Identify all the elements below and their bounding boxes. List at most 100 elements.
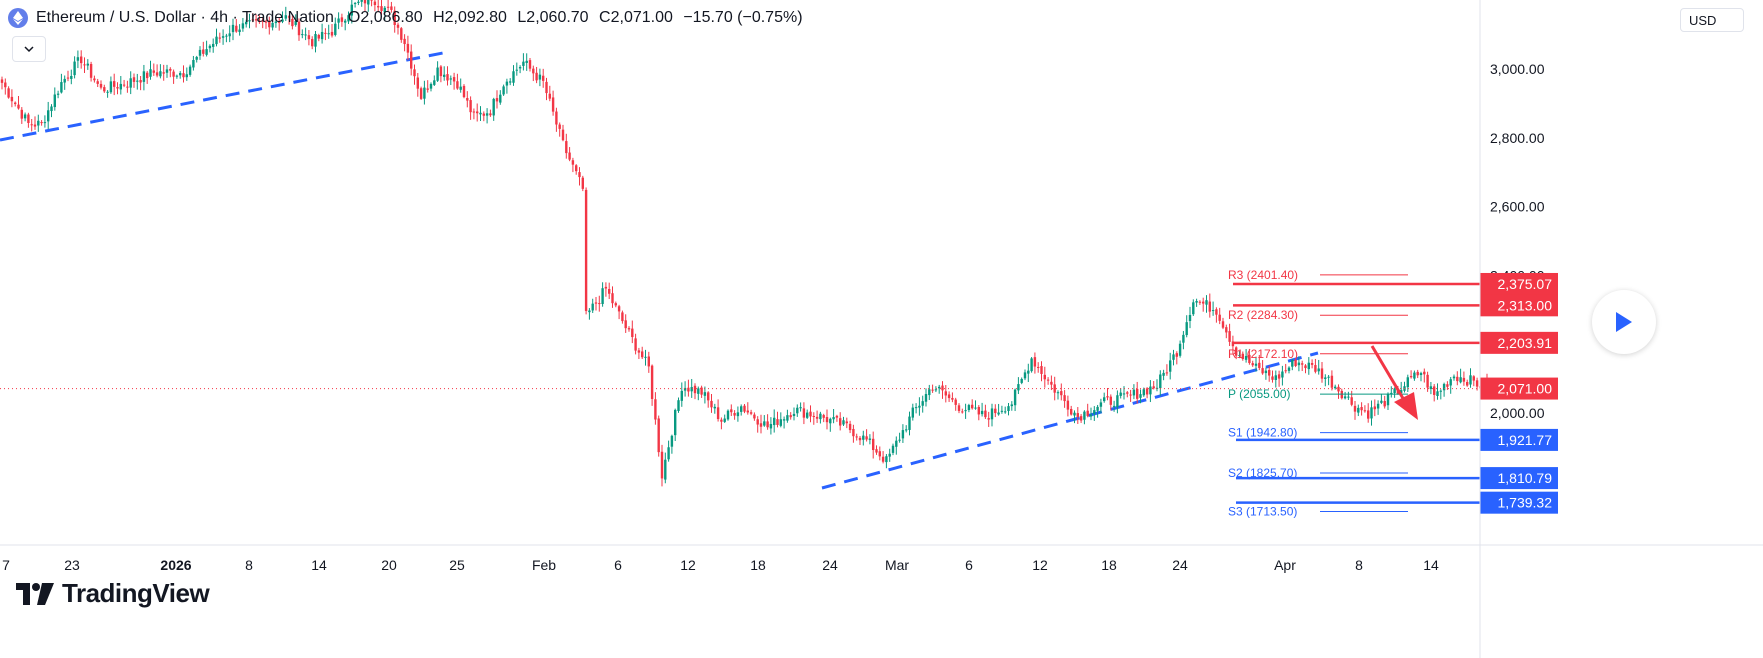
candle	[1066, 395, 1070, 417]
candle	[1070, 405, 1073, 416]
candle	[898, 432, 901, 443]
time-tick: 18	[750, 557, 766, 573]
candle	[1264, 367, 1268, 380]
candle	[129, 71, 132, 95]
low-value: 2,060.70	[526, 9, 589, 26]
candle	[1320, 361, 1324, 383]
time-tick: 8	[245, 557, 253, 573]
candle	[1023, 369, 1027, 381]
time-tick: Apr	[1274, 557, 1296, 573]
pivot-label: R1 (2172.10)	[1228, 347, 1298, 361]
candle	[1119, 388, 1122, 399]
candle	[1459, 368, 1462, 384]
candle	[700, 385, 703, 398]
collapse-legend-button[interactable]	[12, 36, 46, 62]
candle	[1281, 365, 1284, 386]
candle	[868, 434, 872, 445]
candle	[370, 0, 373, 7]
candle	[908, 411, 911, 436]
time-tick: 20	[381, 557, 397, 573]
candle	[1462, 371, 1466, 386]
candle	[1007, 403, 1010, 416]
candle	[1304, 364, 1307, 374]
candle	[796, 404, 799, 417]
candle	[344, 18, 347, 31]
candle	[822, 413, 825, 423]
candle	[918, 397, 921, 416]
candle	[680, 382, 683, 407]
candle	[786, 409, 789, 423]
candle	[604, 282, 608, 297]
candle	[66, 70, 70, 82]
candle	[584, 187, 588, 315]
candle	[872, 431, 875, 459]
time-tick: 24	[822, 557, 838, 573]
candle	[617, 304, 621, 320]
price-label-text: 2,071.00	[1498, 381, 1553, 397]
symbol-title[interactable]: Ethereum / U.S. Dollar · 4h · Trade Nati…	[36, 9, 334, 26]
candle	[225, 33, 228, 43]
candle	[17, 96, 20, 110]
candle	[1099, 398, 1103, 414]
candle	[914, 403, 918, 414]
candle	[1027, 363, 1030, 383]
candle	[1195, 298, 1198, 307]
candle	[1429, 381, 1433, 395]
replay-button[interactable]	[1592, 290, 1656, 354]
candle	[268, 16, 271, 35]
candle	[726, 409, 730, 421]
candle	[386, 0, 390, 12]
candle	[1436, 383, 1439, 400]
price-tick: 3,000.00	[1490, 61, 1545, 77]
candle	[664, 452, 667, 484]
chevron-down-icon	[24, 46, 34, 53]
red-arrow-down-icon	[1370, 345, 1406, 401]
candle	[1380, 393, 1383, 405]
candle	[759, 414, 763, 434]
candle	[921, 395, 924, 413]
candle	[855, 433, 858, 441]
candle	[63, 75, 66, 90]
candle	[1416, 369, 1419, 379]
candle	[1221, 317, 1225, 330]
candle	[647, 351, 650, 373]
candle	[195, 55, 198, 63]
candle	[1393, 387, 1396, 398]
candle	[449, 75, 452, 86]
candle	[80, 50, 83, 69]
pivot-label: R3 (2401.40)	[1228, 268, 1298, 282]
candle	[947, 391, 951, 402]
time-tick: 6	[965, 557, 973, 573]
candle	[106, 90, 109, 98]
candle	[1350, 390, 1353, 407]
candle	[1033, 352, 1037, 374]
candle	[763, 415, 766, 427]
candle	[109, 76, 113, 94]
candle	[10, 89, 14, 108]
candle	[1235, 346, 1238, 360]
candle	[215, 28, 218, 47]
candle	[198, 46, 202, 60]
candle	[964, 403, 967, 419]
candle	[835, 414, 839, 422]
candle	[1169, 352, 1172, 380]
candle	[1129, 389, 1132, 402]
candle	[1103, 392, 1106, 403]
tradingview-logo[interactable]: TradingView	[16, 578, 210, 609]
candle	[89, 61, 93, 82]
currency-selector[interactable]: USD	[1680, 8, 1744, 32]
price-label-text: 2,313.00	[1498, 297, 1553, 313]
candle	[1192, 299, 1195, 316]
candle	[278, 17, 281, 31]
candle	[367, 0, 370, 12]
candle	[1089, 407, 1093, 421]
time-tick: Feb	[532, 557, 556, 573]
candle	[436, 61, 439, 82]
candle	[1390, 386, 1393, 398]
candle	[815, 410, 819, 423]
candle	[1363, 405, 1367, 413]
close-label: C	[599, 9, 611, 26]
candle	[1000, 405, 1004, 414]
pivot-label: S3 (1713.50)	[1228, 505, 1297, 519]
